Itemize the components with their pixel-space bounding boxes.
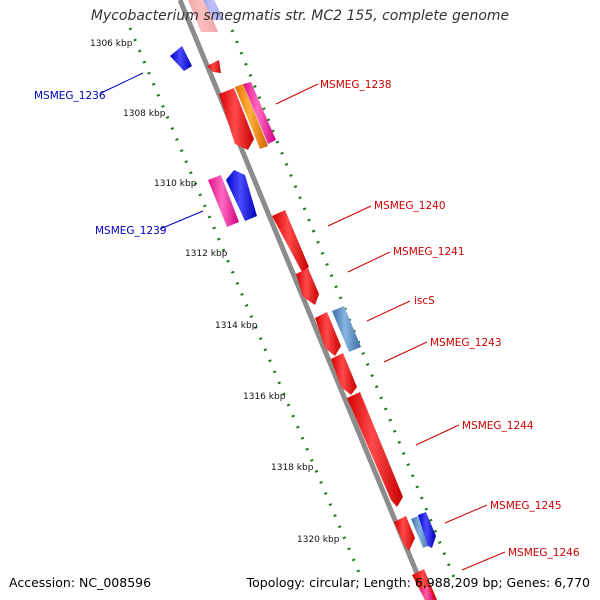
gene-label-iscs[interactable]: iscS (414, 295, 435, 307)
gene-msmeg-1244[interactable] (347, 392, 403, 507)
gene-iscs[interactable] (332, 306, 361, 352)
gene-msmeg-1245[interactable] (394, 516, 415, 551)
scale-label: 1314 kbp (215, 321, 258, 331)
genome-title: Mycobacterium smegmatis str. MC2 155, co… (90, 8, 510, 24)
gene-msmeg-1241[interactable] (296, 268, 319, 305)
gene-msmeg-1238-orange[interactable] (235, 84, 268, 149)
leader-lines (100, 72, 506, 571)
gene-msmeg-1239-pink[interactable] (208, 175, 239, 227)
gene-label-msmeg-1238[interactable]: MSMEG_1238 (320, 79, 392, 91)
gene-label-msmeg-1241[interactable]: MSMEG_1241 (393, 246, 465, 258)
gene-msmeg-1239[interactable] (226, 170, 257, 221)
scale-label: 1306 kbp (90, 39, 133, 49)
scale-label: 1316 kbp (243, 392, 286, 402)
gene-label-msmeg-1236[interactable]: MSMEG_1236 (34, 90, 106, 102)
scale-label: 1312 kbp (185, 249, 228, 259)
gene-msmeg-1238-pink[interactable] (243, 82, 276, 144)
gene-msmeg-1246-pink[interactable] (420, 586, 434, 600)
scale-label: 1320 kbp (297, 535, 340, 545)
gene-msmeg-1246[interactable] (412, 569, 437, 600)
scale-label: 1310 kbp (154, 179, 197, 189)
genome-summary: Topology: circular; Length: 6,988,209 bp… (246, 575, 590, 590)
gene-label-msmeg-1239[interactable]: MSMEG_1239 (95, 225, 167, 237)
gene-msmeg-1243[interactable] (315, 312, 341, 356)
gene-msmeg-1238[interactable] (219, 88, 254, 150)
gene-label-msmeg-1240[interactable]: MSMEG_1240 (374, 200, 446, 212)
gene-msmeg-1245-steel[interactable] (411, 516, 430, 548)
scale-label: 1308 kbp (123, 109, 166, 119)
gene-msmeg-1236[interactable] (170, 46, 192, 71)
gene-label-msmeg-1245[interactable]: MSMEG_1245 (490, 500, 562, 512)
accession-text: Accession: NC_008596 (9, 575, 152, 590)
gene-label-msmeg-1246[interactable]: MSMEG_1246 (508, 547, 580, 559)
gene-msmeg-1245-blue[interactable] (418, 512, 436, 548)
gene-label-msmeg-1243[interactable]: MSMEG_1243 (430, 337, 502, 349)
gene-msmeg-1240[interactable] (272, 210, 309, 272)
gene-faded-top (188, 0, 224, 32)
gene-arrow[interactable] (207, 60, 221, 73)
gene-label-msmeg-1244[interactable]: MSMEG_1244 (462, 420, 534, 432)
scale-label: 1318 kbp (271, 463, 314, 473)
gene-msmeg-1243b[interactable] (331, 353, 357, 395)
